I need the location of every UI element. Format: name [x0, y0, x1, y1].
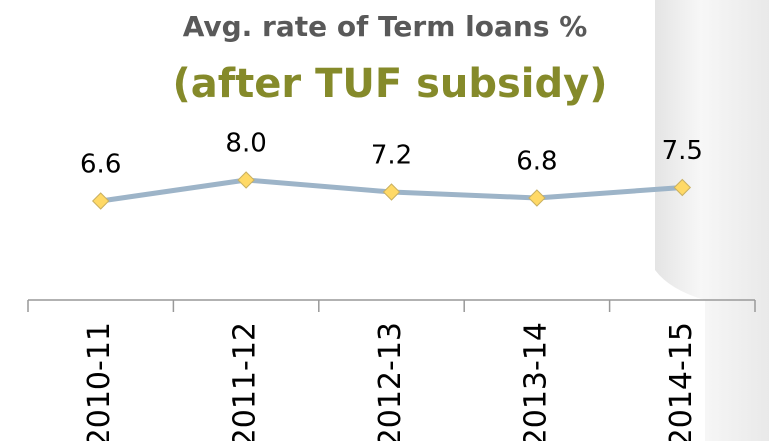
chart-title: Avg. rate of Term loans %	[183, 10, 588, 43]
marker	[91, 192, 110, 210]
background-cylinder	[655, 0, 769, 441]
x-tick-label: 2012-13	[373, 322, 408, 441]
marker	[382, 183, 401, 201]
marker	[673, 178, 692, 197]
x-tick-label: 2013-14	[518, 322, 553, 441]
data-label: 6.6	[80, 150, 121, 180]
data-label: 6.8	[516, 147, 557, 177]
marker	[528, 189, 546, 207]
x-tick-label: 2010-11	[82, 322, 117, 441]
marker	[237, 171, 255, 189]
x-tick-label: 2011-12	[228, 322, 263, 441]
data-label: 8.0	[225, 129, 266, 159]
data-label: 7.5	[662, 136, 703, 166]
x-tick-label: 2014-15	[664, 322, 699, 441]
chart-subtitle: (after TUF subsidy)	[172, 61, 607, 107]
data-label: 7.2	[371, 141, 412, 171]
